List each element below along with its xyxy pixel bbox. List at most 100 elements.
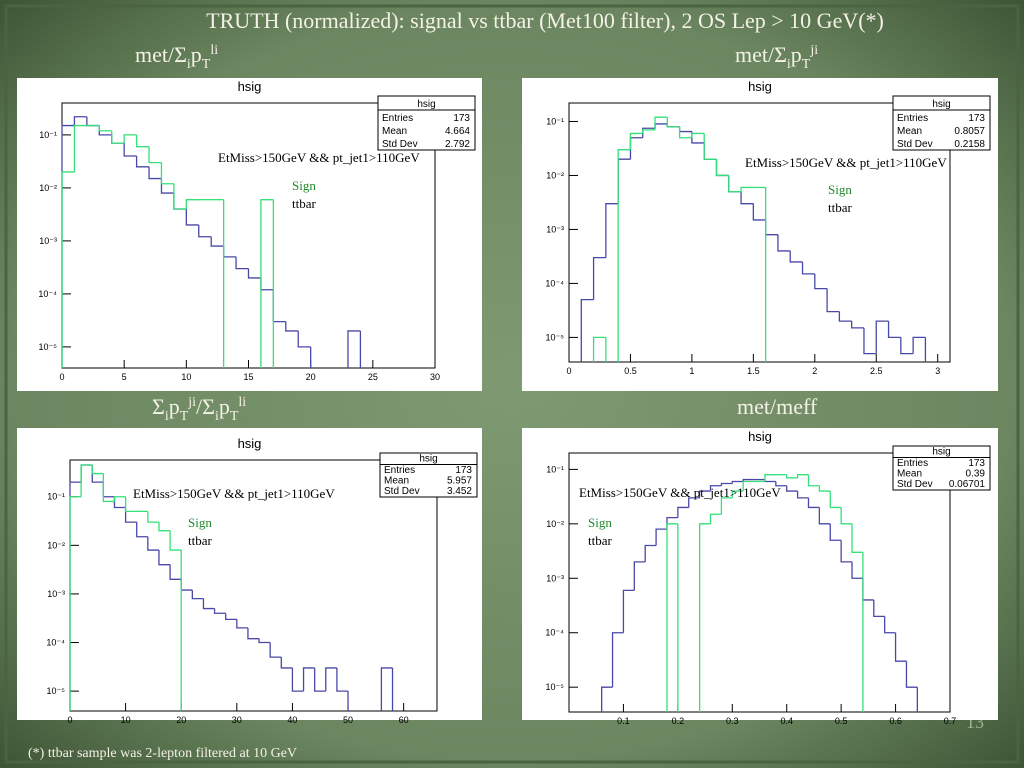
stats-label: Std Dev [897, 139, 933, 150]
histogram-bin [198, 224, 212, 238]
x-tick-label: 1.5 [747, 366, 760, 376]
stats-box [892, 445, 991, 491]
histogram-bin [158, 522, 171, 532]
histogram-bin [775, 481, 787, 487]
x-tick-label: 40 [287, 715, 297, 725]
histogram-bin [169, 530, 182, 551]
histogram-bin [617, 149, 631, 362]
y-tick-label: 10⁻¹ [546, 464, 564, 474]
stats-value: 2.792 [445, 139, 470, 150]
histogram-bin [801, 261, 815, 275]
caption-subscript: i [787, 57, 791, 72]
histogram-bin [642, 129, 656, 134]
chart-caption: met/meff [737, 394, 818, 419]
histogram-bin [840, 540, 853, 563]
histogram-bin [247, 268, 261, 279]
x-tick-label: 0.2 [672, 716, 685, 726]
histogram-bin [160, 162, 174, 185]
y-tick-label: 10⁻² [39, 183, 57, 193]
legend-entry: Sign [292, 178, 316, 193]
histogram-bin [80, 464, 93, 497]
histogram-bin [715, 159, 729, 177]
histogram-bin [851, 561, 863, 579]
chart-caption: ΣipTji/ΣipTli [152, 394, 246, 424]
stats-title: hsig [417, 99, 435, 110]
histogram-bin [235, 256, 249, 270]
caption-subscript: i [187, 57, 191, 72]
caption-text: Σ [152, 394, 165, 419]
stats-box [892, 95, 991, 151]
y-tick-label: 10⁻³ [546, 573, 564, 583]
histogram-bin [325, 667, 337, 692]
y-tick-label: 10⁻⁵ [39, 342, 58, 352]
y-tick-label: 10⁻² [546, 170, 564, 180]
histogram-bin [740, 191, 754, 205]
histogram-bin [336, 667, 349, 692]
annotation: EtMiss>150GeV && pt_jet1>110GeV [579, 485, 781, 500]
y-tick-label: 10⁻⁴ [545, 628, 564, 638]
plot-title: hsig [748, 79, 772, 94]
histogram-bin [213, 608, 226, 614]
histogram-bin [691, 132, 705, 138]
histogram-bin [789, 250, 803, 263]
legend-entry: ttbar [588, 533, 612, 548]
legend-entry: Sign [828, 182, 852, 197]
histogram-bin [247, 627, 260, 640]
histogram-bin [124, 496, 137, 513]
histogram-bin [629, 132, 643, 150]
histogram-bin [731, 490, 744, 498]
x-tick-label: 0 [67, 715, 72, 725]
histogram-bin [912, 336, 926, 354]
caption-subscript: i [165, 409, 169, 424]
x-tick-label: 25 [368, 372, 378, 382]
legend-entry: Sign [588, 515, 612, 530]
histogram-bin [826, 288, 840, 313]
stats-title: hsig [932, 447, 950, 458]
histogram-bin [894, 632, 907, 662]
stats-title: hsig [419, 454, 437, 465]
histogram-bin [611, 632, 624, 688]
histogram-bin [202, 598, 215, 610]
x-tick-label: 20 [306, 372, 316, 382]
histogram-bin [210, 236, 224, 247]
histogram-bin [829, 523, 842, 541]
plot-title: hsig [238, 436, 262, 451]
histogram-bin [698, 490, 711, 498]
x-tick-label: 20 [176, 715, 186, 725]
histogram-bin [622, 589, 635, 633]
histogram-bin [900, 337, 914, 355]
caption-text: p [169, 394, 180, 419]
stats-label: Std Dev [897, 479, 933, 490]
histogram-bin [677, 506, 689, 518]
caption-subscript: i [215, 409, 219, 424]
histogram-bin [592, 257, 606, 300]
histogram-bin [752, 203, 766, 221]
histogram-bin [740, 186, 754, 192]
histogram-bin [818, 507, 831, 525]
histogram-bin [666, 523, 678, 712]
histogram-bin [147, 511, 159, 523]
caption-text: p [191, 42, 202, 67]
histogram-bin [678, 126, 692, 139]
histogram-bin [236, 619, 248, 629]
stats-value: 173 [968, 458, 985, 469]
y-tick-label: 10⁻⁵ [546, 682, 565, 692]
histogram-bin [742, 480, 755, 492]
histogram-bin [698, 523, 711, 712]
caption-text: /Σ [196, 394, 215, 419]
stats-value: 173 [453, 113, 470, 124]
histogram-bin [605, 203, 619, 258]
stats-title: hsig [932, 99, 950, 110]
caption-subscript: T [802, 57, 811, 72]
stats-label: Std Dev [382, 139, 418, 150]
x-tick-label: 0.5 [624, 366, 637, 376]
histogram-bin [225, 613, 237, 620]
histogram-bin [173, 183, 187, 210]
y-tick-label: 10⁻⁴ [46, 638, 65, 648]
legend-entry: ttbar [292, 196, 316, 211]
histogram-bin [796, 474, 809, 478]
x-tick-label: 30 [232, 715, 242, 725]
histogram-bin [601, 686, 613, 712]
stats-label: Mean [382, 126, 407, 137]
caption-text: met/Σ [735, 42, 787, 67]
